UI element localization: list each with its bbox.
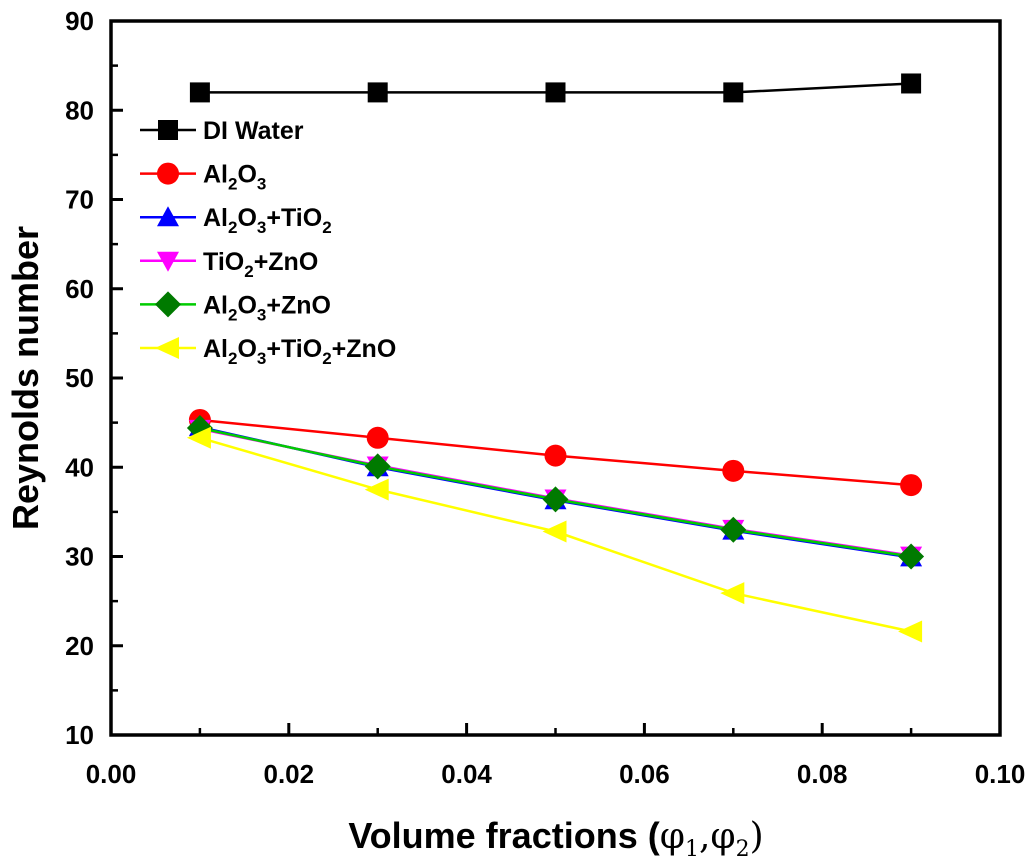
x-axis-title-phi2: φ — [710, 816, 735, 857]
legend-label-text: TiO — [203, 248, 244, 276]
data-point-di-water — [189, 82, 210, 103]
legend-label-text: Al — [203, 161, 228, 189]
data-point-al2o3-zno — [898, 543, 925, 570]
legend-label-text: O — [237, 204, 256, 232]
legend-label-subscript: 2 — [244, 262, 253, 281]
legend-label-text: +ZnO — [332, 335, 397, 363]
x-tick-label: 0.04 — [441, 759, 492, 789]
y-tick-labels: 10 20 30 40 50 60 70 80 90 — [65, 6, 94, 750]
legend-label-text: +TiO — [266, 204, 322, 232]
y-axis-title: Reynolds number — [5, 226, 46, 530]
series-layer — [186, 73, 925, 643]
data-point-di-water — [367, 82, 388, 103]
legend: DI WaterAl2O3Al2O3+TiO2TiO2+ZnOAl2O3+ZnO… — [140, 117, 396, 368]
legend-label: Al2O3 — [203, 161, 266, 194]
y-tick-label: 50 — [65, 363, 94, 393]
legend-label-text: O — [237, 335, 256, 363]
legend-marker-triangle-left — [155, 337, 179, 359]
data-point-al2o3 — [544, 444, 567, 467]
x-axis-title-close: ) — [750, 816, 764, 857]
plot-area-frame — [109, 19, 1002, 737]
data-point-al2o3 — [900, 474, 923, 497]
legend-entry-di-water: DI Water — [140, 117, 304, 145]
x-tick-label: 0.08 — [797, 759, 848, 789]
legend-label-text: Al — [203, 204, 228, 232]
data-point-al2o3-zno — [542, 486, 569, 513]
x-axis-title-phi1-sub: 1 — [685, 837, 699, 862]
data-point-di-water — [545, 82, 566, 103]
legend-label-subscript: 2 — [228, 175, 237, 194]
data-point-al2o3-tio2-zno — [898, 620, 923, 643]
data-point-di-water — [901, 73, 922, 94]
legend-entry-al2o3-tio2: Al2O3+TiO2 — [140, 204, 332, 237]
data-point-di-water — [723, 82, 744, 103]
y-tick-label: 70 — [65, 185, 94, 215]
legend-entry-al2o3-tio2-zno: Al2O3+TiO2+ZnO — [140, 335, 396, 368]
data-point-al2o3-tio2-zno — [720, 582, 745, 605]
x-tick-label: 0.02 — [263, 759, 314, 789]
legend-label: Al2O3+TiO2 — [203, 204, 332, 237]
legend-label-subscript: 2 — [322, 218, 331, 237]
y-tick-label: 60 — [65, 274, 94, 304]
legend-entry-al2o3-zno: Al2O3+ZnO — [140, 291, 331, 324]
data-point-al2o3 — [722, 459, 745, 482]
y-tick-label: 90 — [65, 6, 94, 36]
legend-label-subscript: 3 — [257, 349, 266, 368]
legend-marker-triangle-up — [157, 206, 179, 227]
x-tick-label: 0.06 — [619, 759, 670, 789]
x-axis-title-main: Volume fractions ( — [348, 815, 659, 856]
series-al2o3-zno — [186, 414, 925, 570]
series-al2o3 — [188, 408, 923, 497]
legend-label: Al2O3+TiO2+ZnO — [203, 335, 396, 368]
legend-label-text: Al — [203, 291, 228, 319]
legend-label: Al2O3+ZnO — [203, 291, 331, 324]
y-tick-label: 30 — [65, 542, 94, 572]
legend-label-subscript: 2 — [228, 218, 237, 237]
x-axis-title-phi1: φ — [660, 816, 685, 857]
legend-entry-al2o3: Al2O3 — [140, 161, 266, 194]
legend-label: TiO2+ZnO — [203, 248, 318, 281]
legend-marker-circle — [157, 162, 179, 185]
legend-label-subscript: 3 — [257, 175, 266, 194]
legend-label-subscript: 2 — [322, 349, 331, 368]
x-tick-label: 0.10 — [975, 759, 1026, 789]
legend-marker-diamond — [155, 291, 181, 318]
data-point-al2o3-tio2-zno — [542, 520, 567, 543]
legend-label: DI Water — [203, 117, 304, 145]
legend-marker-square — [158, 120, 178, 140]
y-tick-label: 10 — [65, 720, 94, 750]
x-tick-label: 0.00 — [86, 759, 137, 789]
legend-label-text: +ZnO — [254, 248, 319, 276]
legend-label-text: O — [237, 161, 256, 189]
series-di-water — [189, 73, 922, 103]
series-al2o3-tio2-zno — [186, 426, 923, 643]
legend-marker-triangle-down — [157, 251, 179, 272]
legend-entry-tio2-zno: TiO2+ZnO — [140, 248, 318, 281]
y-tick-label: 40 — [65, 452, 94, 482]
x-axis-title-comma: , — [699, 816, 710, 857]
x-tick-labels: 0.00 0.02 0.04 0.06 0.08 0.10 — [86, 759, 1026, 789]
legend-label-text: +ZnO — [266, 291, 331, 319]
x-axis-title: Volume fractions (φ1,φ2) — [348, 815, 763, 862]
data-point-al2o3-tio2-zno — [364, 478, 389, 501]
legend-label-text: O — [237, 291, 256, 319]
data-point-al2o3-zno — [364, 453, 391, 480]
legend-label-text: DI Water — [203, 117, 304, 145]
legend-label-text: +TiO — [266, 335, 322, 363]
data-point-al2o3 — [366, 426, 389, 449]
y-tick-label: 80 — [65, 95, 94, 125]
data-point-al2o3-zno — [720, 516, 747, 543]
legend-label-subscript: 2 — [228, 305, 237, 324]
legend-label-subscript: 3 — [257, 305, 266, 324]
x-axis-title-phi2-sub: 2 — [736, 837, 750, 862]
y-tick-label: 20 — [65, 631, 94, 661]
data-point-al2o3-tio2-zno — [186, 426, 211, 449]
legend-label-subscript: 2 — [228, 349, 237, 368]
legend-label-subscript: 3 — [257, 218, 266, 237]
legend-label-text: Al — [203, 335, 228, 363]
